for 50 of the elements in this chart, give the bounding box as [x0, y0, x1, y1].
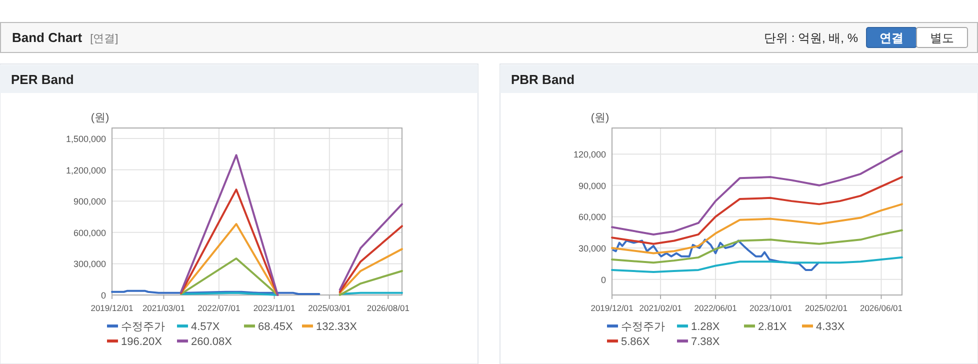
chart-title: PBR Band — [511, 72, 575, 87]
text: 별도 — [930, 31, 954, 45]
legend-label: 260.08X — [191, 336, 233, 348]
line-series — [611, 203, 903, 254]
line-series — [611, 150, 903, 236]
y-tick-label: 0 — [100, 290, 106, 300]
chart-title: PER Band — [11, 72, 74, 87]
y-tick-label: 30,000 — [578, 244, 606, 254]
legend-label: 2.81X — [758, 321, 788, 333]
legend-label: 수정주가 — [621, 321, 665, 333]
x-tick-label: 2025/03/01 — [308, 303, 351, 313]
y-tick-label: 90,000 — [578, 180, 606, 191]
legend-label: 132.33X — [316, 321, 358, 333]
legend-label: 1.28X — [691, 321, 720, 333]
y-axis-title: (원) — [90, 112, 110, 124]
text: 단위 : 억원, 배, % — [764, 31, 858, 45]
y-tick-label: 0 — [600, 274, 606, 285]
line-series — [611, 256, 903, 274]
line-series — [611, 176, 903, 245]
legend-label: 196.20X — [121, 336, 163, 348]
y-tick-label: 1,200,000 — [66, 165, 106, 176]
line-series — [612, 238, 820, 271]
text: [연결] — [90, 33, 118, 45]
y-tick-label: 600,000 — [73, 228, 106, 238]
x-tick-label: 2019/12/01 — [90, 303, 134, 313]
y-tick-label: 1,500,000 — [66, 134, 106, 144]
text: 연결 — [880, 31, 904, 45]
y-tick-label: 900,000 — [73, 196, 106, 207]
y-tick-label: 60,000 — [578, 212, 606, 222]
y-tick-label: 120,000 — [573, 150, 606, 160]
x-tick-label: 2023/11/01 — [253, 303, 296, 313]
legend-label: 7.38X — [691, 336, 720, 348]
y-tick-label: 300,000 — [73, 259, 106, 270]
x-tick-label: 2019/12/01 — [590, 303, 634, 313]
y-axis-title: (원) — [590, 112, 610, 124]
legend-label: 수정주가 — [121, 321, 165, 333]
x-tick-label: 2026/06/01 — [860, 303, 903, 313]
legend-label: 4.33X — [816, 321, 846, 333]
text: Band Chart — [12, 30, 83, 45]
x-tick-label: 2022/06/01 — [694, 303, 738, 313]
line-series — [611, 229, 903, 264]
legend-label: 4.57X — [191, 321, 220, 333]
x-tick-label: 2023/10/01 — [750, 303, 792, 313]
x-tick-label: 2026/08/01 — [366, 303, 410, 313]
x-tick-label: 2022/07/01 — [198, 303, 240, 313]
x-tick-label: 2021/03/01 — [142, 303, 186, 313]
x-tick-label: 2021/02/01 — [639, 303, 682, 313]
x-tick-label: 2025/02/01 — [804, 303, 848, 313]
legend-label: 68.45X — [258, 321, 294, 333]
legend-label: 5.86X — [621, 336, 650, 348]
